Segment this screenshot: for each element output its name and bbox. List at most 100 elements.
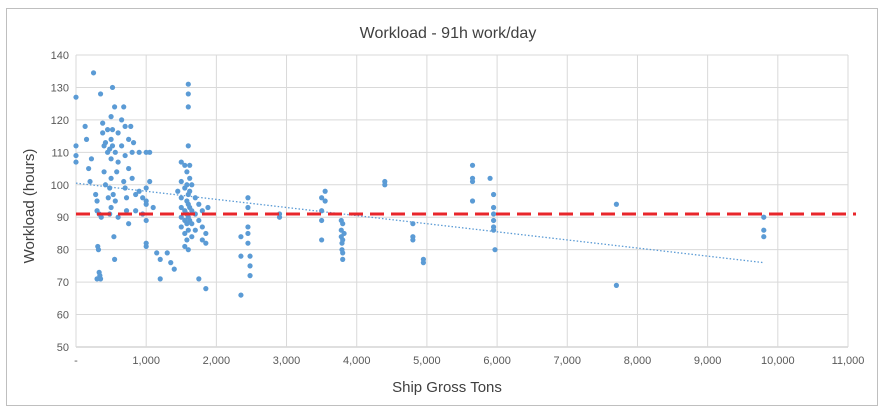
data-point	[184, 237, 190, 243]
data-point	[157, 256, 163, 262]
x-tick-label: 4,000	[343, 355, 371, 367]
data-point	[178, 178, 184, 185]
data-point	[90, 70, 97, 76]
data-point	[109, 84, 116, 91]
data-point	[192, 195, 198, 201]
data-point	[238, 234, 244, 240]
data-point	[613, 201, 620, 207]
data-point	[129, 149, 135, 155]
data-point	[126, 136, 132, 142]
data-point	[154, 250, 160, 256]
data-point	[164, 250, 170, 256]
data-point	[112, 104, 118, 110]
data-point	[238, 292, 244, 298]
data-point	[189, 208, 195, 214]
data-point	[133, 191, 139, 198]
data-point	[196, 276, 202, 282]
data-point	[143, 217, 149, 224]
data-point	[189, 234, 195, 240]
data-point	[205, 204, 211, 211]
data-point	[136, 149, 142, 155]
data-point	[112, 149, 118, 155]
data-point	[340, 256, 346, 262]
y-axis-title: Workload (hours)	[21, 149, 38, 264]
x-tick-label: -	[74, 355, 78, 367]
data-point	[121, 178, 127, 185]
x-axis-title: Ship Gross Tons	[392, 379, 502, 396]
data-point	[122, 123, 128, 129]
data-point	[150, 204, 156, 211]
data-point	[245, 230, 251, 237]
data-point	[123, 208, 130, 214]
data-point	[340, 250, 346, 256]
data-point	[319, 208, 325, 214]
data-point	[410, 237, 416, 243]
data-point	[157, 276, 163, 282]
data-point	[185, 104, 191, 110]
data-point	[95, 247, 102, 253]
data-point	[490, 211, 497, 217]
data-point	[238, 253, 244, 259]
data-point	[108, 175, 114, 181]
x-tick-label: 5,000	[413, 355, 441, 367]
data-point	[199, 224, 205, 230]
data-point	[143, 201, 149, 207]
data-point	[100, 120, 106, 126]
x-tick-label: 8,000	[624, 355, 652, 367]
data-point	[143, 185, 149, 191]
data-point	[115, 159, 121, 165]
y-tick-label: 60	[57, 310, 69, 322]
data-point	[93, 191, 99, 198]
data-point	[100, 130, 106, 136]
data-point	[469, 198, 476, 204]
data-point	[203, 230, 209, 237]
data-point	[168, 260, 174, 266]
data-point	[247, 273, 253, 279]
data-point	[171, 266, 177, 272]
x-tick-label: 7,000	[554, 355, 582, 367]
data-point	[130, 140, 137, 146]
data-point	[340, 221, 346, 227]
data-point	[128, 123, 134, 129]
data-point	[140, 195, 146, 201]
data-point	[341, 230, 347, 237]
data-point	[184, 169, 190, 175]
data-point	[98, 214, 104, 220]
x-tick-label: 6,000	[483, 355, 511, 367]
data-point	[469, 162, 476, 168]
data-point	[319, 195, 325, 201]
y-tick-label: 50	[57, 342, 69, 354]
data-point	[110, 191, 116, 198]
data-point	[245, 240, 251, 246]
data-point	[119, 117, 125, 123]
data-point	[276, 214, 283, 220]
data-point	[490, 227, 497, 233]
data-point	[122, 152, 128, 159]
data-point	[111, 234, 117, 240]
data-point	[322, 188, 328, 194]
chart-title: Workload - 91h work/day	[360, 25, 537, 42]
y-tick-label: 130	[51, 82, 69, 94]
data-point	[382, 182, 388, 188]
data-point	[247, 253, 253, 259]
data-point	[88, 156, 95, 162]
data-point	[109, 143, 116, 149]
y-tick-label: 80	[57, 245, 69, 257]
data-point	[492, 247, 498, 253]
data-point	[761, 227, 767, 233]
y-tick-label: 140	[51, 50, 69, 62]
data-point	[185, 247, 191, 253]
data-point	[108, 204, 114, 211]
data-point	[105, 195, 111, 201]
data-point	[192, 227, 198, 233]
data-point	[115, 214, 121, 220]
data-point	[420, 260, 426, 266]
data-point	[87, 178, 93, 185]
data-point	[73, 159, 79, 165]
data-point	[175, 188, 181, 194]
data-point	[104, 127, 111, 133]
data-point	[108, 156, 114, 162]
data-point	[322, 198, 328, 204]
data-point	[761, 214, 767, 220]
data-point	[184, 182, 190, 188]
